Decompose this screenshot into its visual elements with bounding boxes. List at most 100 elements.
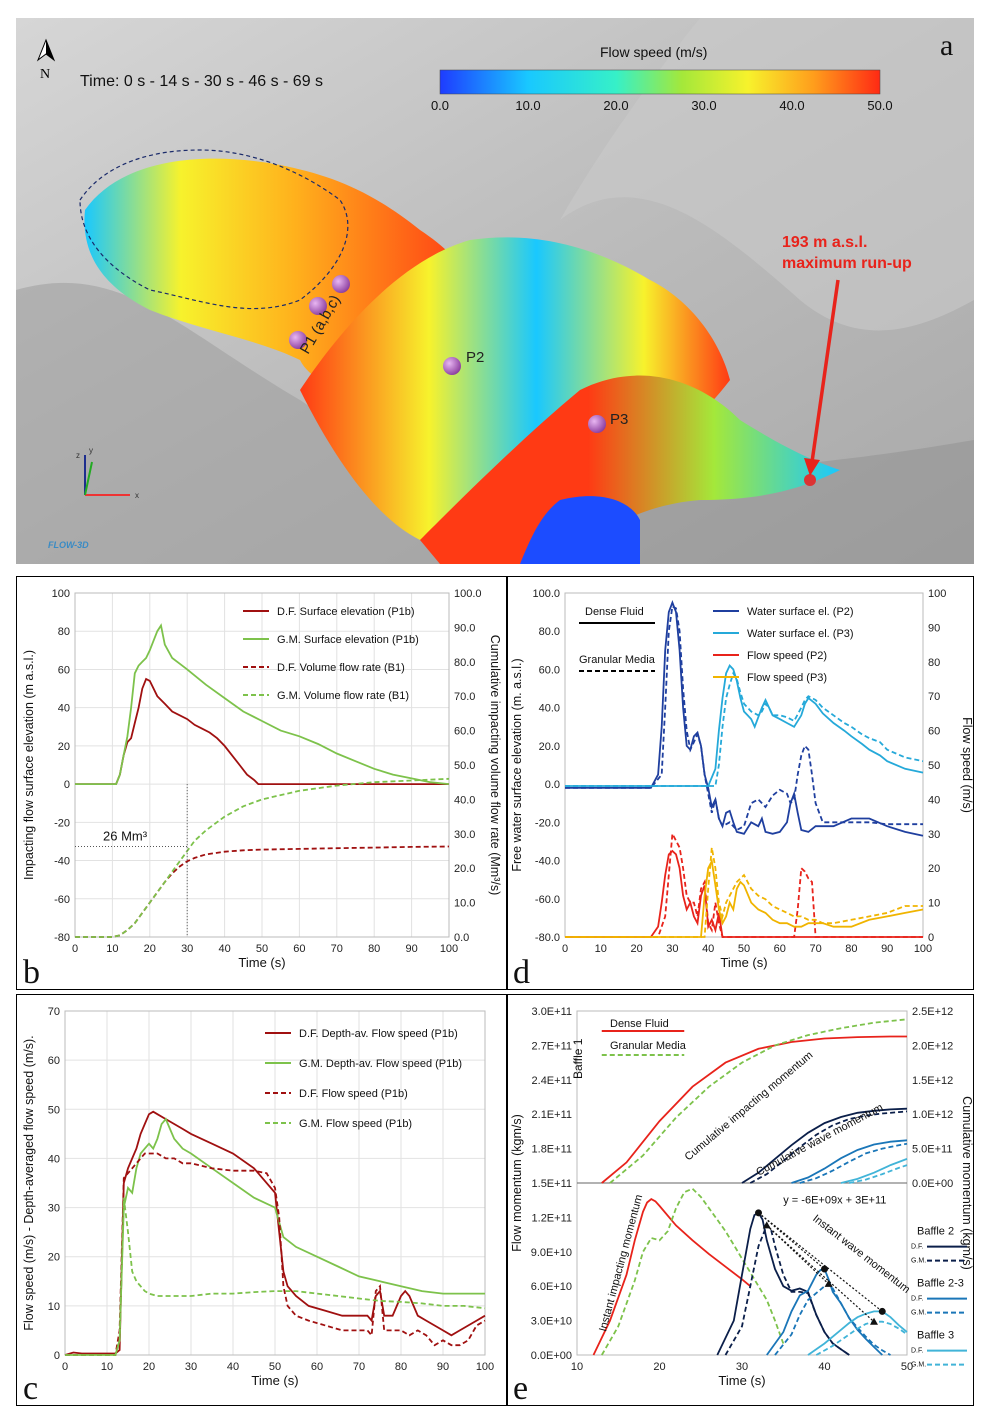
x-tick-label: 20 xyxy=(630,943,642,955)
y-axis-label: Flow momentum (kgm/s) xyxy=(510,1114,524,1252)
x-tick-label: 50 xyxy=(256,943,268,955)
colorbar-tick-label: 20.0 xyxy=(603,98,628,113)
legend-label: Water surface el. (P3) xyxy=(747,628,854,640)
x-tick-label: 80 xyxy=(368,943,380,955)
y-tick-label: 20 xyxy=(58,741,70,753)
y-tick-label: 9.0E+10 xyxy=(531,1247,572,1259)
x-tick-label: 20 xyxy=(653,1361,665,1373)
x-axis-label: Time (s) xyxy=(251,1373,298,1388)
x-tick-label: 100 xyxy=(476,1361,494,1373)
colorbar xyxy=(440,70,880,94)
x-tick-label: 10 xyxy=(101,1361,113,1373)
label-instant-wave: Instant wave momentum xyxy=(810,1213,912,1296)
legend-granular-media: Granular Media xyxy=(579,654,656,666)
peak-marker xyxy=(755,1209,762,1216)
series-line xyxy=(602,1037,907,1184)
series-line xyxy=(841,1159,907,1183)
x-tick-label: 40 xyxy=(227,1361,239,1373)
y-tick-label: 60 xyxy=(58,664,70,676)
y2-tick-label: 1.5E+12 xyxy=(912,1075,953,1087)
x-tick-label: 10 xyxy=(571,1361,583,1373)
x-tick-label: 20 xyxy=(143,1361,155,1373)
x-tick-label: 0 xyxy=(562,943,568,955)
axis-z-label: z xyxy=(76,451,80,460)
y-tick-label: 40.0 xyxy=(539,703,560,715)
annotation-26mm3: 26 Mm³ xyxy=(103,829,148,844)
x-axis-label: Time (s) xyxy=(238,955,285,970)
y-axis-label: Free water surface elevation (m. a.s.l.) xyxy=(510,658,524,871)
colorbar-title: Flow speed (m/s) xyxy=(600,44,707,60)
chart-e: 0.0E+00 3.0E+10 6.0E+10 9.0E+10 1.2E+11 1.5E+… xyxy=(506,994,974,1406)
legend-label: D.F. Surface elevation (P1b) xyxy=(277,606,415,618)
y2-tick-label: 5.0E+11 xyxy=(912,1144,952,1156)
x-tick-label: 40 xyxy=(218,943,230,955)
y-tick-label: 0 xyxy=(54,1350,60,1362)
x-tick-label: 40 xyxy=(702,943,714,955)
x-tick-label: 10 xyxy=(595,943,607,955)
x-tick-label: 30 xyxy=(185,1361,197,1373)
y-tick-label: 2.4E+11 xyxy=(532,1075,572,1087)
chart-b: -80-60-40-200204060801000.010.020.030.04… xyxy=(16,576,508,990)
baffle-legend-gm: G.M. xyxy=(911,1310,926,1317)
y2-tick-label: 20.0 xyxy=(454,863,475,875)
y-tick-label: 10 xyxy=(48,1301,60,1313)
panel-letter: d xyxy=(513,954,530,990)
y-tick-label: 0.0 xyxy=(545,779,560,791)
y-tick-label: 1.8E+11 xyxy=(532,1144,572,1156)
y2-tick-label: 50 xyxy=(928,760,940,772)
x-tick-label: 70 xyxy=(331,943,343,955)
x-tick-label: 0 xyxy=(72,943,78,955)
probe-p2 xyxy=(443,357,461,375)
baffle-legend-title: Baffle 3 xyxy=(917,1330,954,1342)
y2-tick-label: 2.5E+12 xyxy=(912,1006,953,1018)
x-tick-label: 30 xyxy=(666,943,678,955)
legend-label: D.F. Volume flow rate (B1) xyxy=(277,662,405,674)
y2-tick-label: 70.0 xyxy=(454,691,475,703)
y-tick-label: 70 xyxy=(48,1006,60,1018)
y-tick-label: 60.0 xyxy=(539,664,560,676)
colorbar-tick-label: 30.0 xyxy=(691,98,716,113)
y-axis-label: Flow speed (m/s) - Depth-averaged flow s… xyxy=(22,1035,36,1330)
legend-label: D.F. Flow speed (P1b) xyxy=(299,1088,408,1100)
axis-x-label: x xyxy=(135,491,139,500)
baffle-legend-gm: G.M. xyxy=(911,1258,926,1265)
legend-label: Water surface el. (P2) xyxy=(747,606,854,618)
y2-tick-label: 1.0E+12 xyxy=(912,1109,953,1121)
y-tick-label: 80.0 xyxy=(539,626,560,638)
baffle-legend-df: D.F. xyxy=(911,1348,924,1355)
y2-tick-label: 10 xyxy=(928,898,940,910)
label-cumulative-wave: Cumulative wave momentum xyxy=(754,1101,885,1178)
series-line xyxy=(565,606,923,830)
y-tick-label: -40.0 xyxy=(535,856,560,868)
x-axis-label: Time (s) xyxy=(720,955,767,970)
regression-equation: y = -6E+09x + 3E+11 xyxy=(783,1195,886,1207)
series-line xyxy=(565,851,923,937)
y2-tick-label: 10.0 xyxy=(454,898,475,910)
y-tick-label: 0 xyxy=(64,779,70,791)
y-tick-label: 6.0E+10 xyxy=(531,1281,572,1293)
x-tick-label: 50 xyxy=(738,943,750,955)
y-tick-label: 2.7E+11 xyxy=(532,1040,572,1052)
y-tick-label: 100.0 xyxy=(532,588,560,600)
panel-letter: c xyxy=(23,1370,38,1406)
y-tick-label: 1.2E+11 xyxy=(532,1212,572,1224)
label-instant-impacting: Instant impacting momentum xyxy=(597,1193,645,1333)
x-tick-label: 20 xyxy=(144,943,156,955)
panel-letter: b xyxy=(23,954,40,990)
y-tick-label: -20.0 xyxy=(535,817,560,829)
y-axis-label: Impacting flow surface elevation (m a.s.… xyxy=(22,650,36,880)
legend-dense-fluid: Dense Fluid xyxy=(585,606,644,618)
legend-label: G.M. Depth-av. Flow speed (P1b) xyxy=(299,1058,462,1070)
colorbar-tick-label: 10.0 xyxy=(515,98,540,113)
chart-c: 0 10 20 30 40 50 60 70 0 10 20 30 40 50 60 70 80 90 100 Tim… xyxy=(16,994,508,1406)
series-line xyxy=(767,1269,883,1355)
y-tick-label: -60.0 xyxy=(535,894,560,906)
x-tick-label: 30 xyxy=(736,1361,748,1373)
baffle-legend-gm: G.M. xyxy=(911,1362,926,1369)
y-tick-label: 60 xyxy=(48,1055,60,1067)
y2-tick-label: 70 xyxy=(928,691,940,703)
y-tick-label: -80.0 xyxy=(535,932,560,944)
legend-label: G.M. Flow speed (P1b) xyxy=(299,1118,412,1130)
y-tick-label: -80 xyxy=(54,932,70,944)
legend-label: D.F. Depth-av. Flow speed (P1b) xyxy=(299,1028,458,1040)
